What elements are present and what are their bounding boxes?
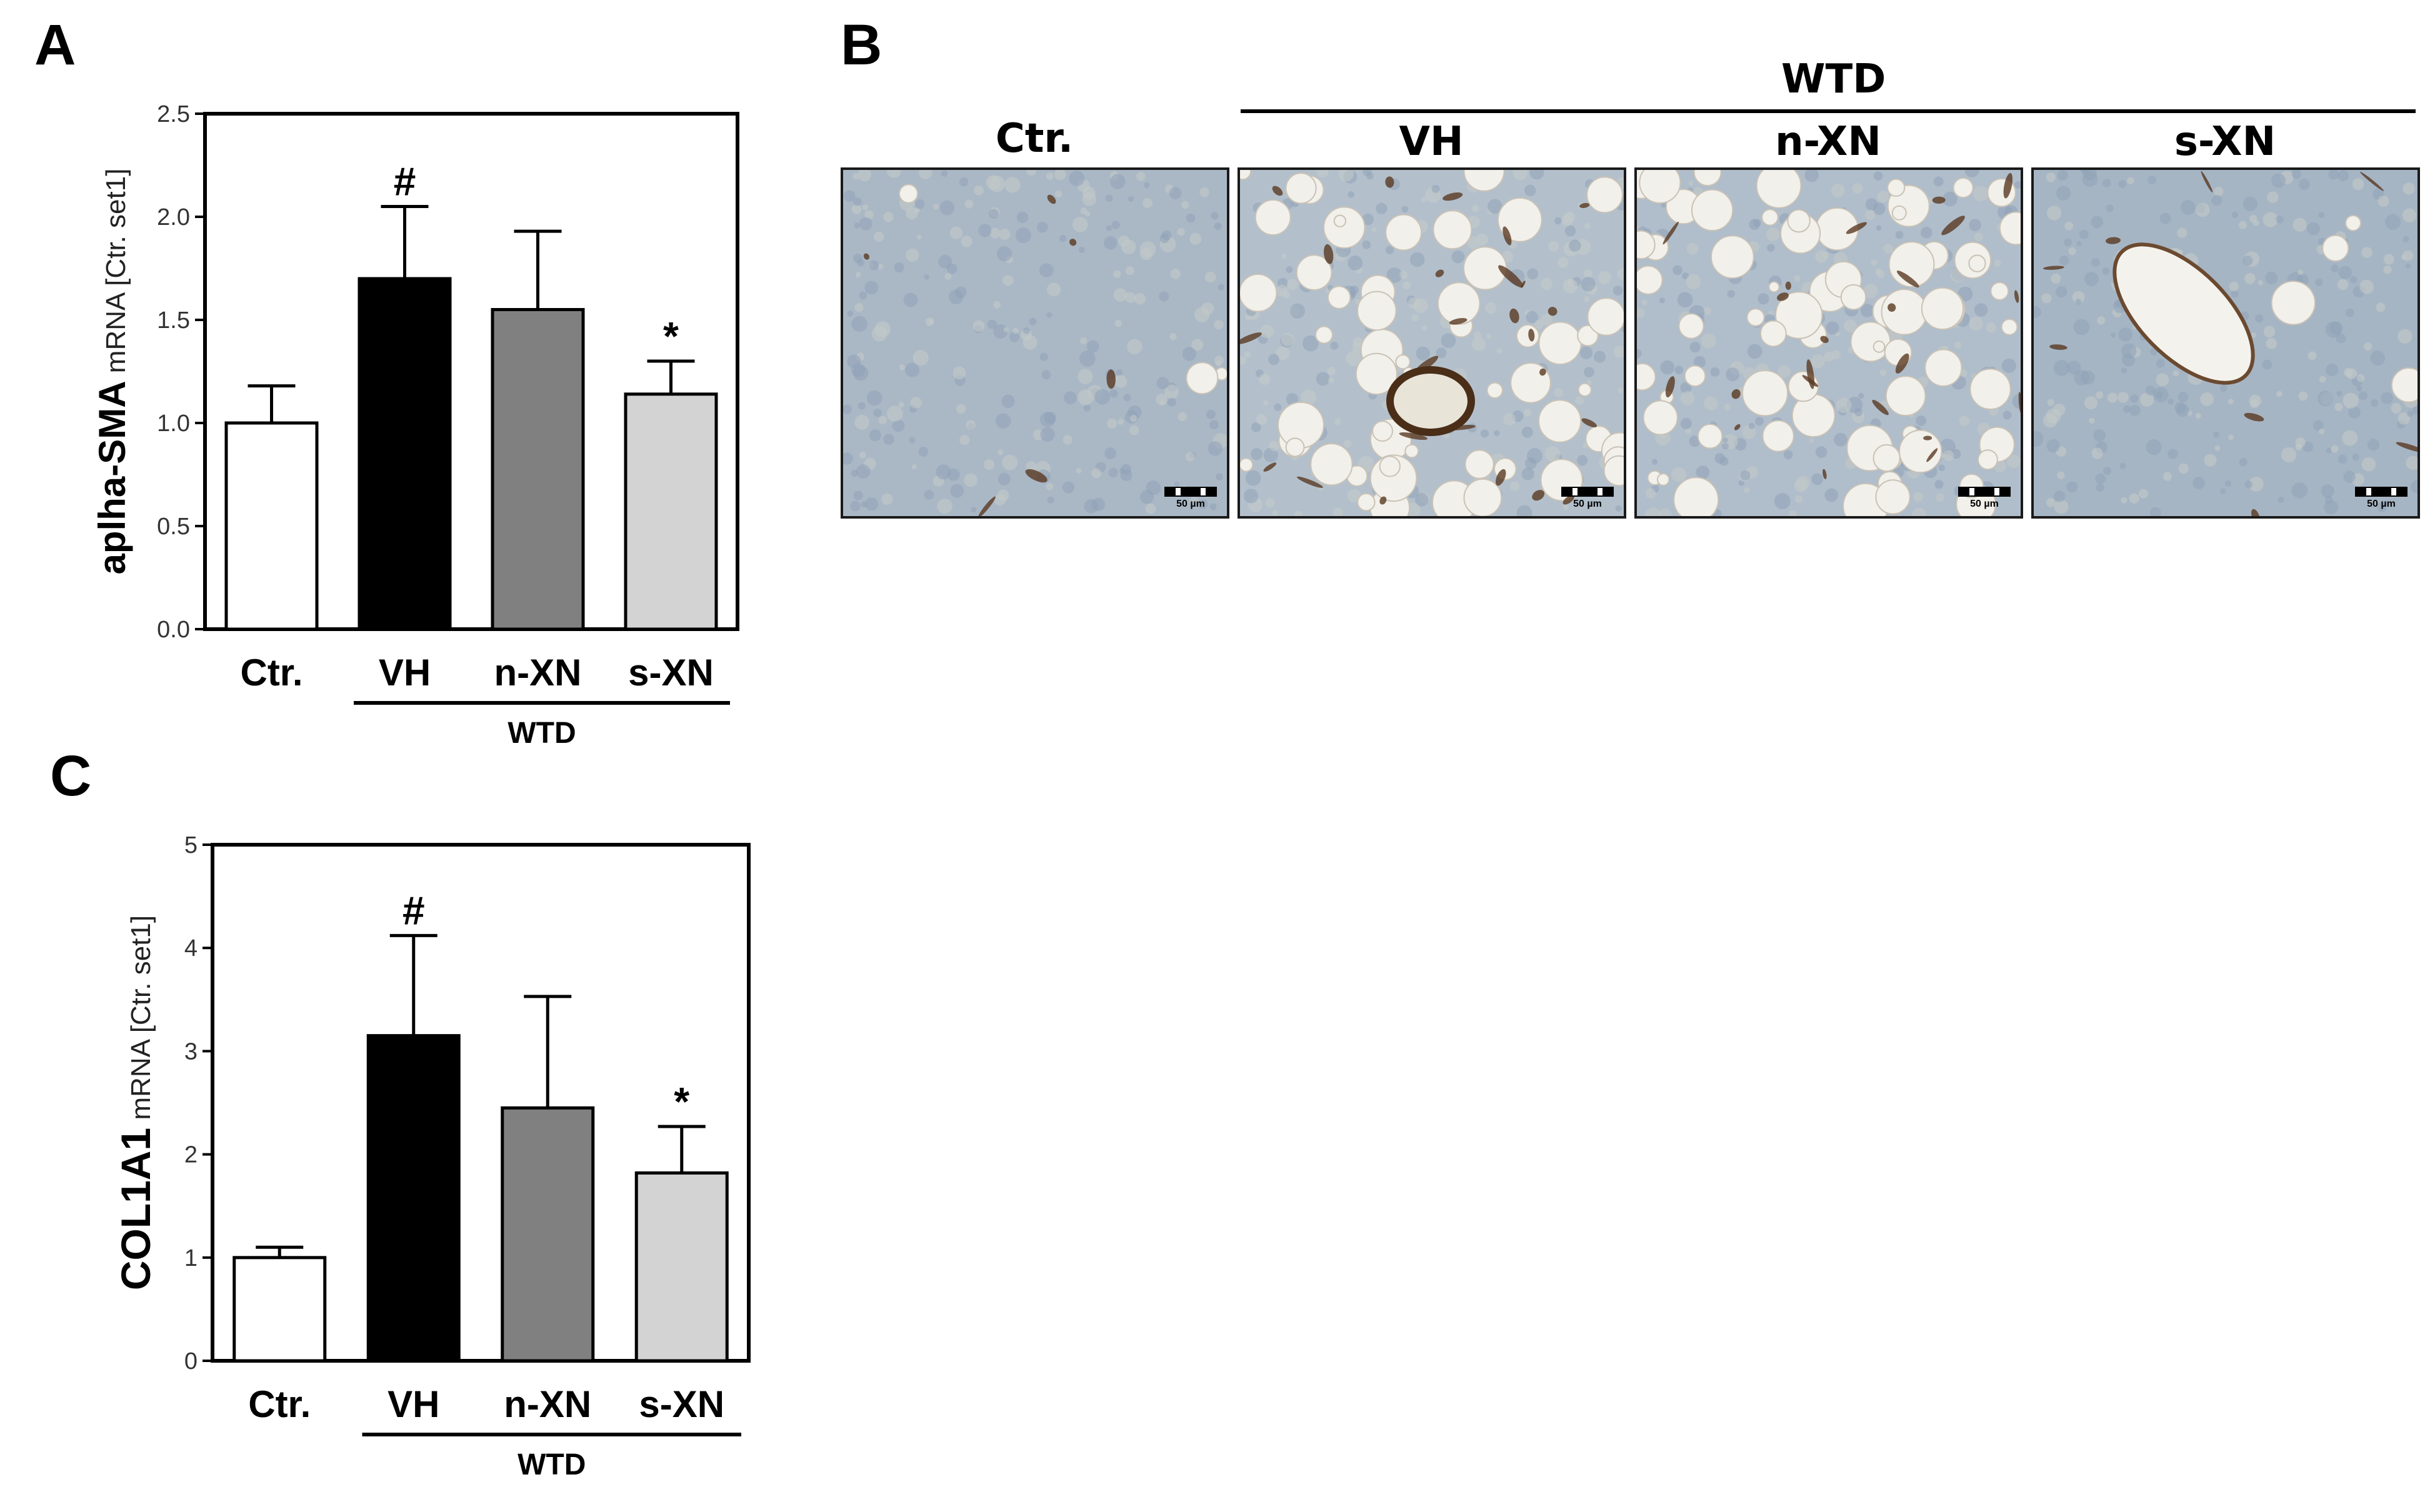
scale-bar: 50 µm [1958, 487, 2011, 510]
y-axis-label-unit: mRNA [Ctr. set1] [126, 915, 156, 1128]
y-tick-label: 4 [184, 935, 198, 962]
y-tick-label: 2.5 [157, 101, 190, 127]
x-tick-label: Ctr. [240, 652, 302, 694]
micrograph-label-s-xn: s-XN [2174, 119, 2276, 165]
bar-nxn [491, 308, 585, 631]
x-tick-label: n-XN [504, 1383, 591, 1425]
y-axis-label-bold: COL1A1 [112, 1128, 159, 1290]
y-axis-label-bold: aplha-SMA [91, 380, 133, 574]
x-tick-label: VH [379, 652, 431, 694]
micrograph-label-ctr: Ctr. [995, 116, 1074, 162]
panel-b-wtd-bracket [1241, 109, 2416, 113]
micrograph-ctr: 50 µm [841, 167, 1229, 519]
x-tick-label: s-XN [639, 1383, 724, 1425]
tissue-texture [843, 170, 1227, 516]
x-tick-label: VH [388, 1383, 439, 1425]
micrograph-label-n-xn: n-XN [1775, 119, 1881, 165]
micrograph-n-xn: 50 µm [1634, 167, 2023, 519]
significance-mark: * [674, 1079, 689, 1124]
panel-b-wtd-label: WTD [1781, 56, 1886, 102]
y-tick-label: 1.5 [157, 307, 190, 334]
bar-nxn [501, 1106, 595, 1363]
micrograph-s-xn: 50 µm [2031, 167, 2420, 519]
y-tick-label: 0.0 [157, 617, 190, 643]
wtd-group-label: WTD [518, 1448, 586, 1481]
tissue-texture [1240, 170, 1624, 516]
x-tick-label: n-XN [494, 652, 582, 694]
bar-sxn [634, 1171, 729, 1363]
scale-bar: 50 µm [1164, 487, 1217, 510]
bar-vh [366, 1034, 461, 1363]
y-axis-label-unit: mRNA [Ctr. set1] [101, 169, 131, 381]
y-tick-label: 2 [184, 1142, 198, 1168]
bar-ctr [232, 1256, 327, 1363]
significance-mark: # [394, 159, 416, 204]
bar-ctr [224, 421, 319, 631]
wtd-group-label: WTD [508, 717, 576, 750]
x-tick-label: Ctr. [248, 1383, 311, 1425]
plot-frame [203, 112, 739, 631]
bar-vh [358, 277, 452, 631]
y-tick-label: 3 [184, 1038, 198, 1065]
significance-mark: * [663, 314, 679, 359]
tissue-texture [2034, 170, 2418, 516]
plot-frame [211, 843, 751, 1363]
panel-a-letter: A [34, 13, 76, 77]
panel-c-letter: C [50, 744, 92, 808]
micrograph-vh: 50 µm [1238, 167, 1626, 519]
y-tick-label: 5 [184, 832, 198, 858]
tissue-texture [1637, 170, 2021, 516]
y-tick-label: 2.0 [157, 204, 190, 231]
y-tick-label: 0 [184, 1348, 198, 1375]
significance-mark: # [402, 888, 425, 933]
y-tick-label: 1 [184, 1245, 198, 1271]
bar-sxn [624, 392, 718, 631]
x-tick-label: s-XN [628, 652, 714, 694]
scale-bar: 50 µm [2355, 487, 2408, 510]
micrograph-label-vh: VH [1399, 119, 1464, 165]
y-axis-label: aplha-SMA mRNA [Ctr. set1] [91, 169, 133, 575]
y-tick-label: 1.0 [157, 410, 190, 437]
y-axis-label: COL1A1 mRNA [Ctr. set1] [112, 915, 159, 1290]
panel-b-letter: B [841, 13, 882, 77]
y-tick-label: 0.5 [157, 514, 190, 540]
scale-bar: 50 µm [1561, 487, 1614, 510]
